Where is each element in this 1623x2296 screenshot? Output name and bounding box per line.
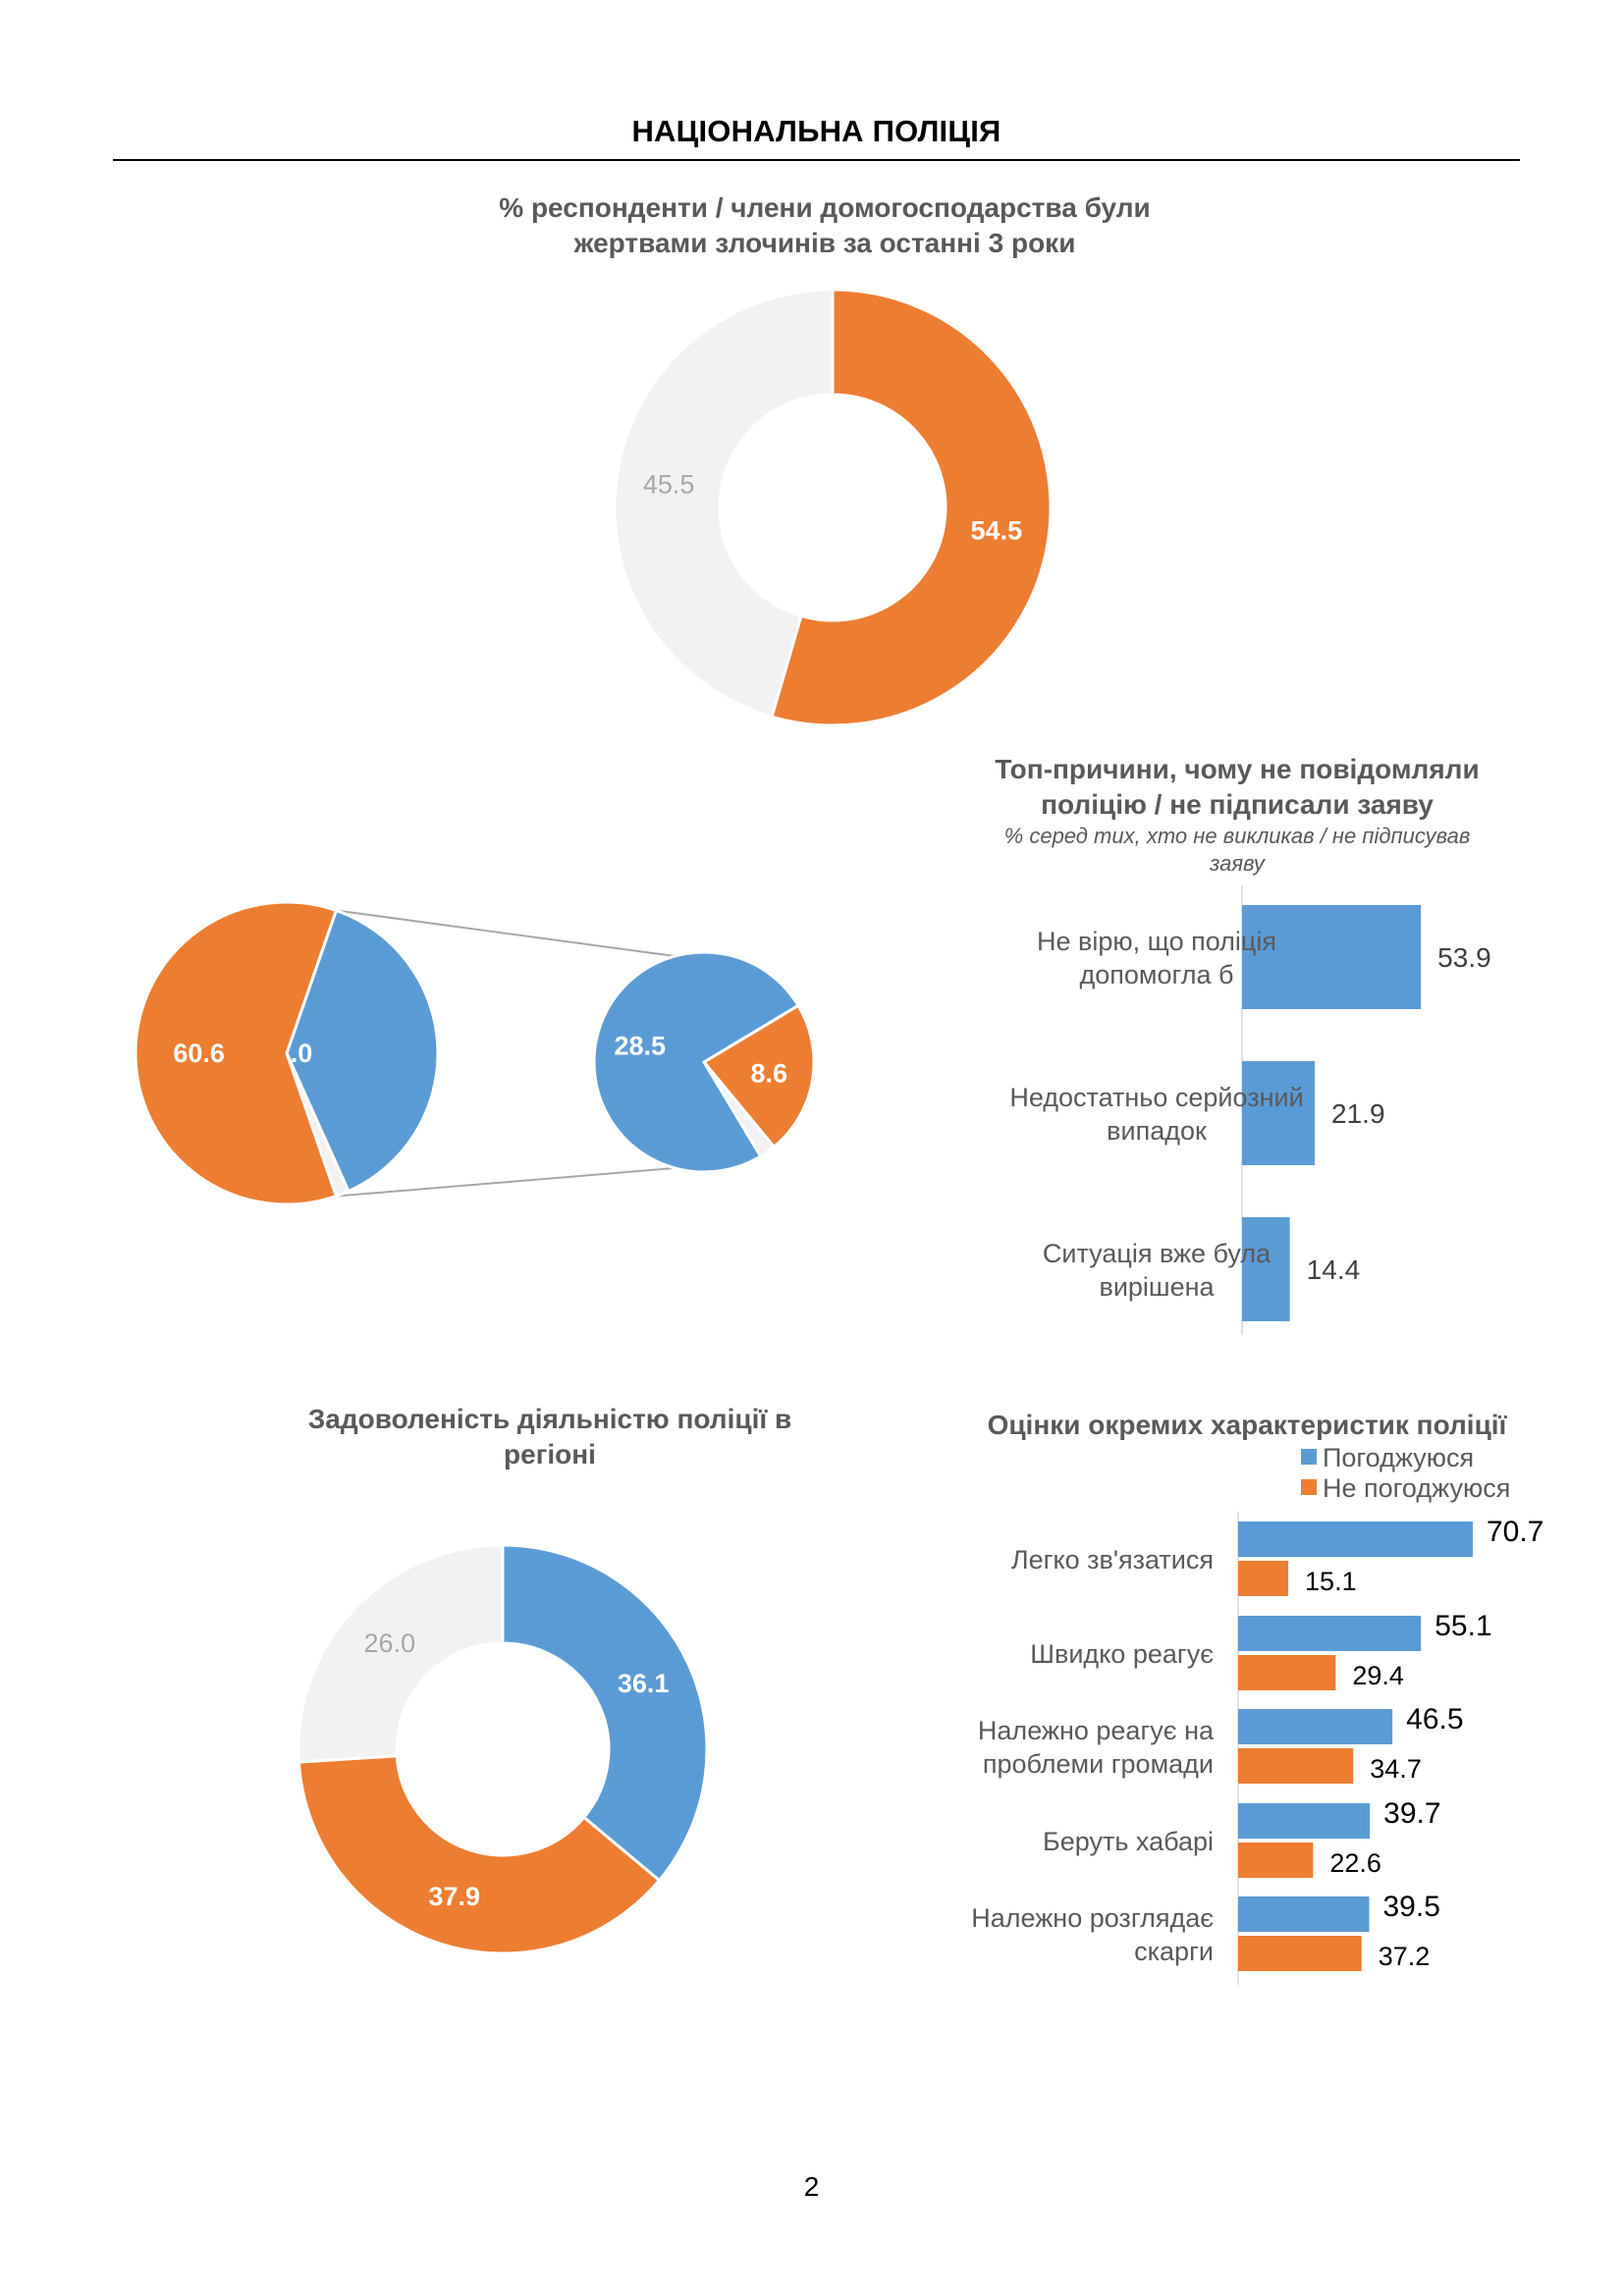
reasons-category-label: вирішена	[1099, 1272, 1215, 1302]
reasons-bar	[1242, 1061, 1316, 1165]
legend-item-disagree: Не погоджуюся	[1301, 1473, 1510, 1504]
ratings-data-label: 46.5	[1406, 1703, 1463, 1735]
page-number: 2	[803, 2171, 820, 2202]
reasons-category-label: допомогла б	[1080, 960, 1234, 989]
reasons-bar	[1242, 1217, 1290, 1321]
reasons-category-label: Недостатньо серйозний	[1009, 1083, 1303, 1112]
connector-line-bottom	[336, 1167, 676, 1198]
ratings-category-label: Належно реагує на	[978, 1716, 1215, 1745]
satisfaction-slice	[297, 1543, 505, 1764]
reasons-subtitle-line-1: % серед тих, хто не викликав / не підпис…	[1003, 824, 1471, 848]
reported-secondary-data-label: 28.5	[615, 1032, 667, 1061]
satisfaction-title-line-1: Задоволеність діяльністю поліції в	[307, 1404, 792, 1434]
ratings-category-label: Належно розглядає	[971, 1903, 1214, 1933]
ratings-data-label: 70.7	[1487, 1516, 1543, 1548]
ratings-bar	[1238, 1709, 1393, 1744]
victims-title-line-1: % респонденти / члени домогосподарства б…	[499, 192, 1151, 223]
reasons-data-label: 21.9	[1331, 1098, 1385, 1129]
ratings-data-label: 34.7	[1370, 1754, 1422, 1784]
ratings-bar	[1238, 1842, 1314, 1878]
satisfaction-title-line-2: регіоні	[504, 1439, 596, 1469]
ratings-bar	[1238, 1748, 1354, 1784]
ratings-bar	[1238, 1522, 1473, 1557]
ratings-category-label: Беруть хабарі	[1043, 1827, 1214, 1856]
reasons-chart-subtitle: % серед тих, хто не викликав / не підпис…	[884, 823, 1591, 878]
satisfaction-chart-title: Задоволеність діяльністю поліції в регіо…	[245, 1402, 854, 1472]
reported-main-slice	[285, 908, 440, 1194]
victims-title-line-2: жертвами злочинів за останні 3 роки	[573, 228, 1076, 258]
ratings-data-label: 37.2	[1379, 1942, 1431, 1971]
ratings-data-label: 39.7	[1383, 1797, 1440, 1830]
ratings-bar	[1238, 1655, 1336, 1690]
ratings-bar	[1238, 1616, 1422, 1651]
connector-line-top	[336, 909, 676, 957]
ratings-data-label: 15.1	[1305, 1567, 1357, 1596]
legend-item-agree: Погоджуюся	[1301, 1443, 1510, 1473]
ratings-data-label: 39.5	[1383, 1891, 1440, 1923]
reasons-category-label: Ситуація вже була	[1043, 1239, 1271, 1268]
ratings-data-label: 55.1	[1434, 1610, 1491, 1642]
page-heading: НАЦІОНАЛЬНА ПОЛІЦІЯ	[631, 114, 1001, 148]
reported-main-slice	[134, 900, 339, 1206]
ratings-chart-title: Оцінки окремих характеристик поліції	[987, 1410, 1507, 1440]
reported-secondary-slice	[701, 1003, 816, 1149]
reasons-title-line-2: поліцію / не підписали заяву	[1041, 789, 1434, 820]
ratings-category-label: скарги	[1134, 1937, 1214, 1966]
reasons-category-label: Не вірю, що поліція	[1037, 927, 1276, 956]
ratings-category-label: проблеми громади	[983, 1749, 1214, 1779]
reasons-bar	[1242, 905, 1422, 1009]
reasons-chart-title: Топ-причини, чому не повідомляли поліцію…	[884, 752, 1591, 823]
satisfaction-data-label: 36.1	[618, 1669, 670, 1698]
ratings-bar	[1238, 1561, 1289, 1596]
satisfaction-slice	[501, 1543, 709, 1883]
victims-slice	[770, 288, 1053, 727]
satisfaction-data-label: 37.9	[428, 1882, 480, 1911]
legend-label-disagree: Не погоджуюся	[1323, 1473, 1511, 1503]
ratings-bar	[1238, 1936, 1362, 1971]
reasons-subtitle-line-2: заяву	[1210, 851, 1265, 876]
ratings-category-label: Швидко реагує	[1030, 1639, 1214, 1669]
reasons-title-line-1: Топ-причини, чому не повідомляли	[995, 754, 1480, 784]
reasons-category-label: випадок	[1107, 1116, 1207, 1146]
victims-slice	[613, 288, 835, 720]
reported-main-data-label: 60.6	[173, 1039, 225, 1068]
satisfaction-slice	[297, 1754, 662, 1955]
legend-swatch-disagree	[1301, 1479, 1317, 1495]
ratings-category-label: Легко зв'язатися	[1011, 1545, 1214, 1575]
ratings-bar	[1238, 1896, 1370, 1932]
legend-label-agree: Погоджуюся	[1323, 1443, 1475, 1472]
ratings-data-label: 22.6	[1329, 1848, 1381, 1878]
reasons-data-label: 14.4	[1307, 1255, 1361, 1285]
reported-secondary-data-label: 8.6	[750, 1058, 787, 1088]
ratings-legend: Погоджуюся Не погоджуюся	[1301, 1443, 1510, 1504]
reasons-data-label: 53.9	[1437, 942, 1491, 973]
heading-divider	[113, 159, 1520, 161]
victims-data-label: 54.5	[971, 516, 1023, 546]
ratings-bar	[1238, 1803, 1371, 1839]
victims-chart-title: % респонденти / члени домогосподарства б…	[393, 190, 1257, 261]
reported-secondary-slice	[592, 950, 801, 1174]
ratings-data-label: 29.4	[1352, 1661, 1404, 1690]
victims-data-label: 45.5	[643, 469, 695, 499]
satisfaction-data-label: 26.0	[364, 1629, 416, 1658]
legend-swatch-agree	[1301, 1449, 1317, 1465]
